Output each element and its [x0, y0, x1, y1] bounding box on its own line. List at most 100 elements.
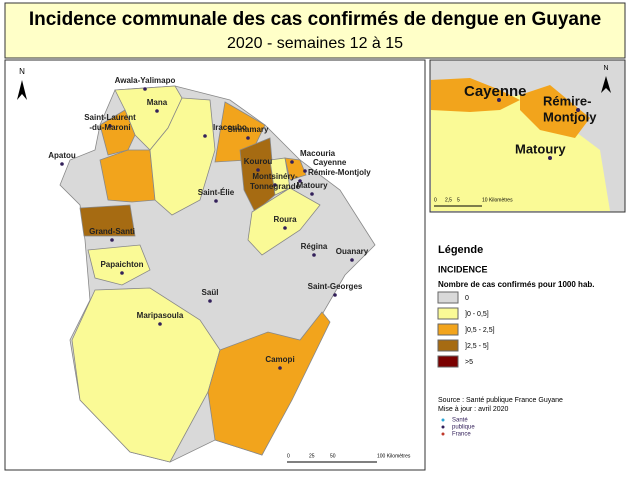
scale-label: 2,5 — [445, 197, 452, 203]
inset-dot — [548, 156, 552, 160]
commune-dot — [256, 168, 260, 172]
commune-dot — [246, 136, 250, 140]
legend-subheading: Nombre de cas confirmés pour 1000 hab. — [438, 280, 595, 289]
commune-label: Saint-Georges — [308, 282, 363, 291]
commune-label: Montsinéry- — [252, 172, 298, 181]
commune — [79, 204, 136, 237]
commune-label: Saint-Laurent — [84, 113, 136, 122]
source-line: Source : Santé publique France Guyane — [438, 397, 563, 404]
legend-label: ]0,5 - 2,5] — [465, 327, 495, 334]
commune-dot — [203, 134, 207, 138]
scale-label: 5 — [457, 197, 460, 203]
subtitle: 2020 - semaines 12 à 15 — [227, 35, 403, 52]
commune — [99, 149, 156, 203]
legend-label: ]2,5 - 5] — [465, 343, 489, 350]
inset-dot — [497, 98, 501, 102]
commune-dot — [333, 293, 337, 297]
commune-label: Grand-Santi — [89, 227, 135, 236]
commune-dot — [60, 162, 64, 166]
title-box — [4, 2, 626, 59]
logo-text: publique — [452, 425, 475, 431]
commune-dot — [208, 299, 212, 303]
legend-swatch — [437, 291, 459, 304]
commune-label: Saint-Élie — [198, 188, 235, 197]
commune-dot — [303, 169, 307, 173]
logo-text: France — [452, 432, 471, 438]
commune — [284, 157, 307, 181]
inset-map — [431, 78, 610, 211]
legend-label: >5 — [465, 359, 473, 366]
commune-label: -du-Maroni — [89, 123, 130, 132]
north-arrow — [601, 76, 611, 93]
commune-label: Kourou — [244, 157, 273, 166]
commune-dot — [108, 124, 112, 128]
commune-dot — [290, 160, 294, 164]
main-map — [59, 85, 376, 463]
commune — [247, 187, 321, 256]
commune-label: Ouanary — [336, 247, 369, 256]
commune-label: Saül — [202, 288, 219, 297]
inset-commune — [431, 78, 520, 112]
scale-label: 0 — [434, 197, 437, 203]
scale-label: 100 Kilomètres — [377, 453, 411, 459]
source-line: Mise à jour : avril 2020 — [438, 406, 509, 413]
commune-label: Rémire-Montjoly — [308, 168, 371, 177]
scale-label: 0 — [287, 453, 290, 459]
commune-dot — [278, 366, 282, 370]
commune-dot — [350, 258, 354, 262]
commune-label: Macouria — [300, 149, 336, 158]
logo-text: Santé — [452, 418, 468, 424]
commune-label: Régina — [301, 242, 328, 251]
commune-label: Roura — [273, 215, 297, 224]
title: Incidence communale des cas confirmés de… — [29, 9, 601, 30]
scale-label: 25 — [309, 453, 315, 459]
legend-swatch — [437, 355, 459, 368]
commune-dot — [158, 322, 162, 326]
scale-label: 10 Kilomètres — [482, 197, 513, 203]
inset-label: Montjoly — [543, 109, 597, 124]
commune-label: Sinnamary — [228, 125, 269, 134]
logo-dot — [441, 432, 445, 436]
commune-label: Matoury — [296, 181, 328, 190]
logo-dot — [441, 425, 445, 429]
commune-dot — [312, 253, 316, 257]
commune — [71, 287, 221, 463]
commune-label: Camopi — [265, 355, 294, 364]
commune-dot — [283, 226, 287, 230]
commune-label: Apatou — [48, 151, 76, 160]
legend-label: ]0 - 0,5] — [465, 311, 489, 318]
commune-label: Mana — [147, 98, 168, 107]
commune-dot — [273, 183, 277, 187]
commune-dot — [110, 238, 114, 242]
legend-label: 0 — [465, 295, 469, 302]
north-label: N — [19, 67, 25, 76]
commune — [207, 311, 331, 456]
commune — [149, 97, 216, 216]
logo-dot — [441, 418, 445, 422]
commune-label: Awala-Yalimapo — [115, 76, 176, 85]
commune-label: Tonnegrande — [250, 182, 301, 191]
legend-swatch — [437, 339, 459, 352]
inset-dot — [576, 108, 580, 112]
commune-dot — [310, 192, 314, 196]
commune-dot — [298, 179, 302, 183]
commune-dot — [120, 271, 124, 275]
inset-label: Rémire- — [543, 93, 591, 108]
legend-title: Légende — [438, 244, 483, 256]
commune — [87, 244, 151, 286]
legend-heading: INCIDENCE — [438, 264, 488, 274]
commune-label: Papaichton — [100, 260, 143, 269]
inset-commune — [520, 85, 590, 138]
north-arrow — [17, 80, 27, 100]
commune-dot — [214, 199, 218, 203]
scale-label: 50 — [330, 453, 336, 459]
commune-label: Cayenne — [313, 158, 347, 167]
commune-dot — [155, 109, 159, 113]
commune-dot — [143, 87, 147, 91]
inset-label: Cayenne — [464, 83, 527, 100]
legend-swatch — [437, 323, 459, 336]
legend-swatch — [437, 307, 459, 320]
commune-label: Iracoubo — [213, 123, 247, 132]
north-label: N — [603, 65, 608, 72]
